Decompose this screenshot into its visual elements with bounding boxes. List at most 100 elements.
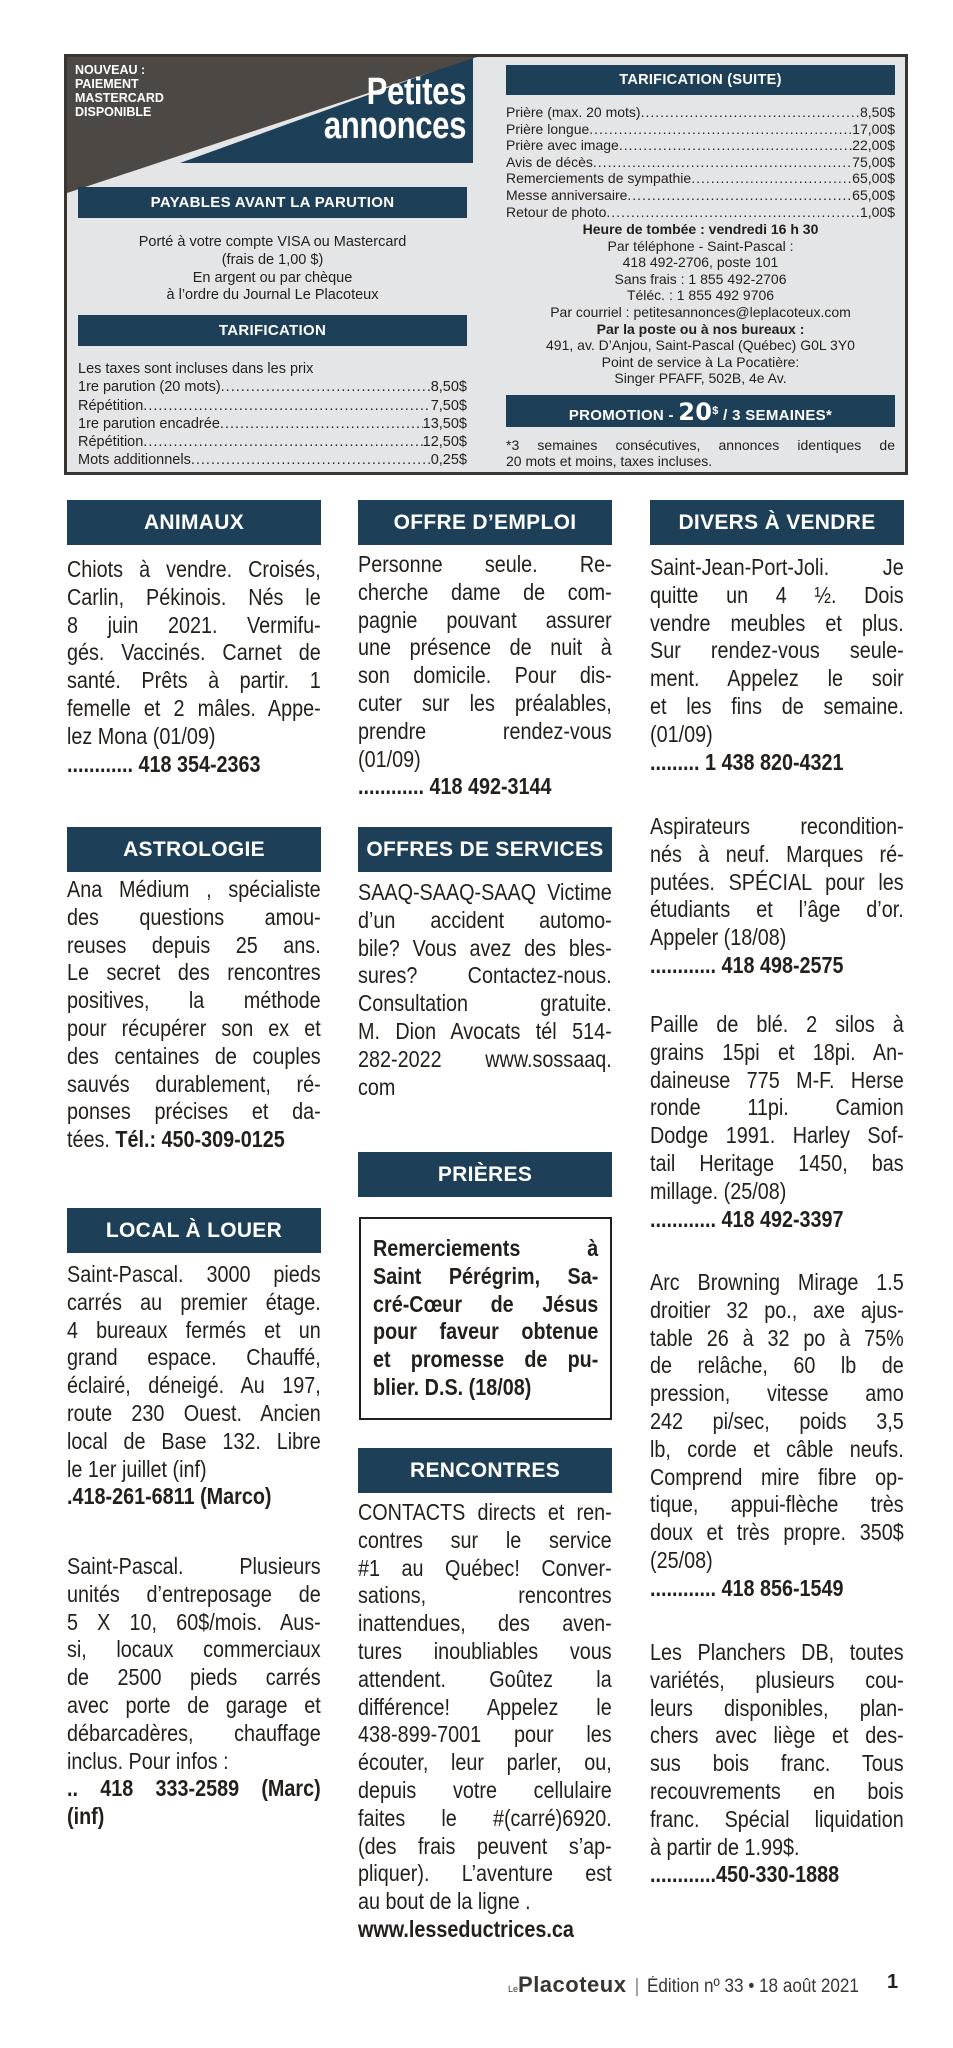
ad-line: cuter sur les préalables, bbox=[358, 689, 612, 716]
rate-price: 7,50$ bbox=[430, 397, 467, 414]
footnote-line: *3 semaines consécutives, annonces ident… bbox=[506, 437, 895, 453]
ad-line: reuses depuis 25 ans. bbox=[67, 931, 321, 958]
phone-number: .418-261-6811 (Marco) bbox=[67, 1483, 272, 1510]
ad-line: grains 15pi et 18pi. An- bbox=[650, 1038, 904, 1065]
rate-row: Prière avec image 22,00$ bbox=[506, 137, 895, 154]
ad-line: unités d’entreposage de bbox=[67, 1580, 321, 1607]
ad-line: quitte un 4 ½. Dois bbox=[650, 581, 904, 608]
classified-ad: Saint-Jean-Port-Joli. Je quitte un 4 ½. D… bbox=[650, 554, 904, 776]
prayer-line: blier. D.S. (18/08) bbox=[373, 1373, 532, 1400]
ad-line: 4 bureaux fermés et un bbox=[67, 1316, 321, 1343]
ad-line: Aspirateurs recondition- bbox=[650, 813, 904, 839]
ad-line: attendent. Goûtez la bbox=[358, 1665, 612, 1692]
dot-leader bbox=[691, 170, 852, 187]
ad-line: le 1er juillet (inf) bbox=[67, 1455, 207, 1482]
ad-line: inattendues, des aven- bbox=[358, 1610, 612, 1637]
publication-logo: LePlacoteux bbox=[508, 1972, 626, 1998]
rates-list: Les taxes sont incluses dans les prix 1r… bbox=[78, 360, 467, 470]
ad-line: son domicile. Pour dis- bbox=[358, 662, 612, 689]
ad-line-text: tées. bbox=[67, 1126, 116, 1153]
ad-line: route 230 Ouest. Ancien bbox=[67, 1399, 321, 1426]
rate-row: Remerciements de sympathie 65,00$ bbox=[506, 170, 895, 187]
ad-line: 5 X 10, 60$/mois. Aus- bbox=[67, 1608, 321, 1635]
rate-label: Prière (max. 20 mots) bbox=[506, 104, 641, 120]
payment-line: à l’ordre du Journal Le Placoteux bbox=[166, 287, 379, 304]
promo-prefix: PROMOTION - bbox=[568, 407, 679, 424]
phone-number: ......... 1 438 820-4321 bbox=[650, 748, 844, 775]
tarification-suite-title: TARIFICATION (SUITE) bbox=[506, 65, 895, 95]
phone-number: .. 418 333-2589 (Marc) bbox=[67, 1775, 321, 1802]
ad-line: nés à neuf. Marques ré- bbox=[650, 840, 904, 867]
ad-line: carrés au premier étage. bbox=[67, 1288, 321, 1315]
rate-row: Prière longue 17,00$ bbox=[506, 121, 895, 138]
ad-line: Dodge 1991. Harley Sof- bbox=[650, 1122, 904, 1149]
ad-line: étudiants et l’âge d’or. bbox=[650, 896, 904, 923]
ad-line: des centaines de couples bbox=[67, 1042, 321, 1069]
ad-line: franc. Spécial liquidation bbox=[650, 1805, 904, 1832]
page-number: 1 bbox=[887, 1971, 899, 1993]
ad-line: sures? Contactez-nous. bbox=[358, 962, 612, 989]
classified-ad: Les Planchers DB, toutes variétés, plusie… bbox=[650, 1639, 904, 1889]
suite-rates-list: Prière (max. 20 mots) 8,50$Prière longue … bbox=[506, 104, 895, 220]
contact-info: Heure de tombée : vendredi 16 h 30 Par té… bbox=[506, 221, 895, 387]
ad-line: table 26 à 32 po à 75% bbox=[650, 1324, 904, 1351]
ad-line: bile? Vous avez des bles- bbox=[358, 934, 612, 961]
ad-line: depuis votre cellulaire bbox=[358, 1776, 612, 1803]
classified-ad: Arc Browning Mirage 1.5 droitier 32 po., … bbox=[650, 1269, 904, 1603]
classified-ad: Saint-Pascal. Plusieurs unités d’entrepos… bbox=[67, 1553, 321, 1831]
page-footer: LePlacoteux | Édition nº 33 • 18 août 20… bbox=[508, 1972, 883, 2000]
phone-number: ............ 418 856-1549 bbox=[650, 1574, 844, 1601]
ad-line: Carlin, Pékinois. Nés le bbox=[67, 583, 321, 610]
ad-line: santé. Prêts à partir. 1 bbox=[67, 667, 321, 694]
dot-leader bbox=[627, 187, 852, 204]
ad-line: éclairé, déneigé. Au 197, bbox=[67, 1372, 321, 1399]
ad-line: pour récupérer son ex et bbox=[67, 1014, 321, 1041]
ad-line: tures inoubliables vous bbox=[358, 1637, 612, 1664]
title-line: annonces bbox=[323, 105, 467, 147]
ad-line: et les fins de semaine. bbox=[650, 692, 904, 719]
dot-leader bbox=[143, 433, 422, 451]
ad-line: daineuse 775 M-F. Herse bbox=[650, 1066, 904, 1093]
dot-leader bbox=[221, 378, 431, 396]
ad-line: Le secret des rencontres bbox=[67, 959, 321, 986]
ad-line: femelle et 2 mâles. Appe- bbox=[67, 694, 321, 721]
ad-line: prendre rendez-vous bbox=[358, 717, 612, 744]
classified-ad: Aspirateurs recondition-nés à neuf. Marq… bbox=[650, 813, 904, 980]
ad-line: doux et très propre. 350$ bbox=[650, 1519, 904, 1546]
ad-line: Saint-Pascal. 3000 pieds bbox=[67, 1261, 321, 1287]
ad-line: contres sur le service bbox=[358, 1526, 612, 1553]
ad-line: com bbox=[358, 1073, 396, 1100]
ad-line: Saint-Jean-Port-Joli. Je bbox=[650, 554, 904, 580]
ad-line: #1 au Québec! Conver- bbox=[358, 1554, 612, 1581]
ad-line: 282-2022 www.sossaaq. bbox=[358, 1045, 612, 1072]
mastercard-notice: NOUVEAU : PAIEMENT MASTERCARD DISPONIBLE bbox=[75, 63, 164, 119]
prayer-line: cré-Cœur de Jésus bbox=[373, 1290, 599, 1317]
payment-line: En argent ou par chèque bbox=[192, 269, 353, 286]
rate-row: 1re parution (20 mots) 8,50$ bbox=[78, 378, 467, 396]
contact-line: Singer PFAFF, 502B, 4e Av. bbox=[614, 370, 787, 387]
rate-row: Retour de photo 1,00$ bbox=[506, 204, 895, 221]
ad-line: (des frais peuvent s’ap- bbox=[358, 1832, 612, 1859]
rate-price: 8,50$ bbox=[430, 379, 467, 396]
ad-line: 8 juin 2021. Vermifu- bbox=[67, 611, 321, 638]
classified-ad: Paille de blé. 2 silos à grains 15pi et 1… bbox=[650, 1011, 904, 1233]
edition-info: Édition nº 33 • 18 août 2021 bbox=[647, 1976, 860, 1997]
ad-line: débarcadères, chauffage bbox=[67, 1719, 321, 1746]
page-title: Petites annonces bbox=[302, 73, 467, 147]
rate-price: 65,00$ bbox=[852, 170, 895, 187]
ad-line: Personne seule. Re- bbox=[358, 551, 612, 577]
ad-line: tail Heritage 1450, bas bbox=[650, 1149, 904, 1176]
ad-line: SAAQ-SAAQ-SAAQ Victime bbox=[358, 879, 612, 905]
promo-currency: $ bbox=[712, 405, 719, 417]
section-header-astrologie: ASTROLOGIE bbox=[67, 827, 321, 872]
dot-leader bbox=[191, 451, 431, 469]
section-header-animaux: ANIMAUX bbox=[67, 500, 321, 545]
promo-suffix: / 3 SEMAINES* bbox=[718, 407, 833, 424]
phone-number: ............ 418 498-2575 bbox=[650, 951, 844, 978]
ad-line: de relâche, 60 lb de bbox=[650, 1352, 904, 1379]
ad-line: positives, la méthode bbox=[67, 987, 321, 1014]
ad-line: leurs disponibles, plan- bbox=[650, 1694, 904, 1721]
rate-price: 22,00$ bbox=[852, 137, 895, 154]
ad-line: sus bois franc. Tous bbox=[650, 1750, 904, 1777]
ad-line: écouter, leur parler, ou, bbox=[358, 1749, 612, 1776]
